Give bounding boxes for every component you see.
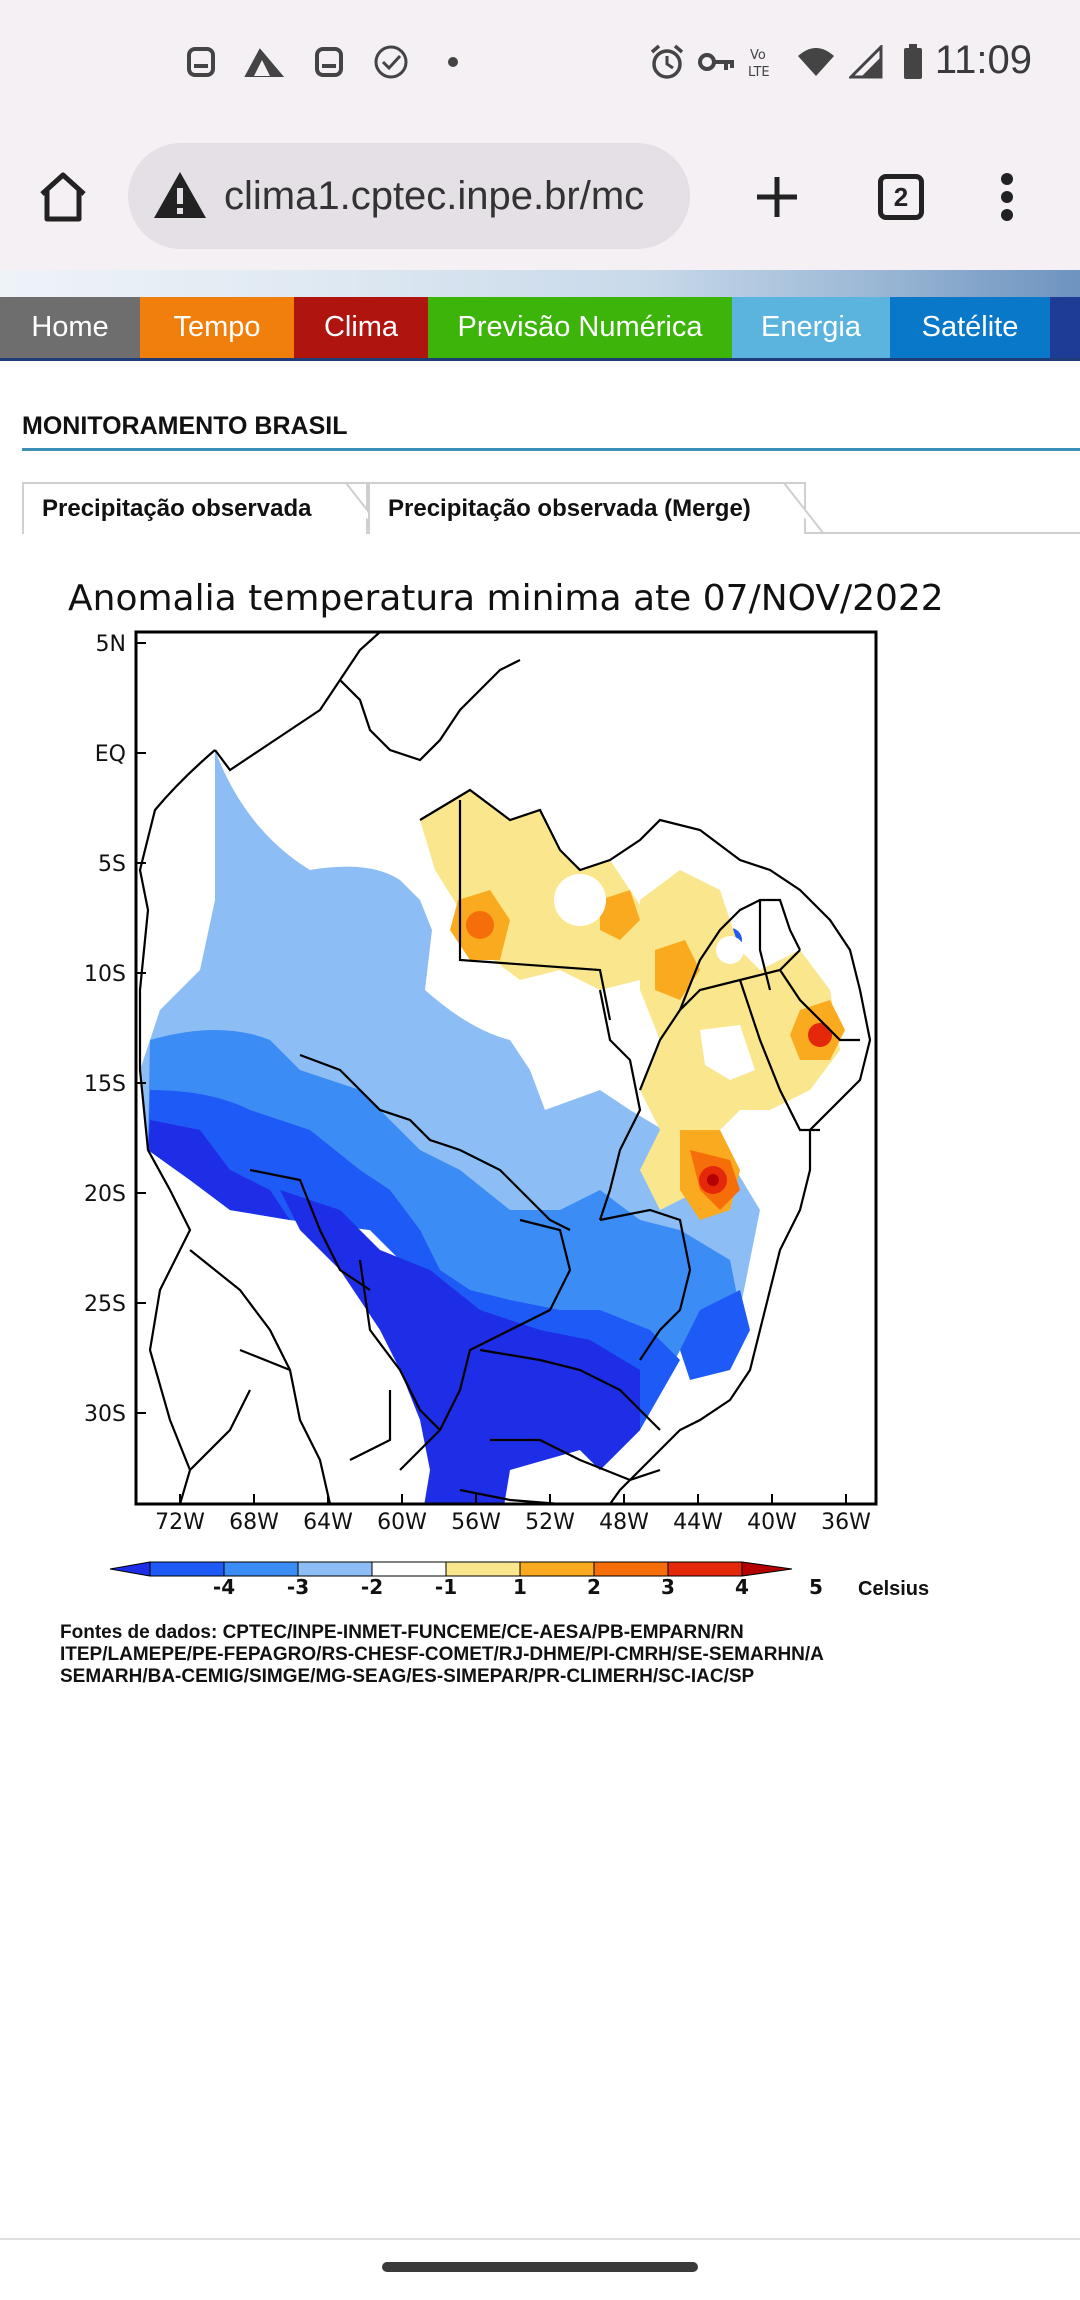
notification-icon — [314, 44, 344, 80]
colorbar-arrow-high — [741, 1561, 793, 1577]
content-tabs: Precipitação observada Precipitação obse… — [22, 482, 1080, 534]
colorbar-label: -4 — [212, 1575, 236, 1599]
status-time: 11:09 — [934, 38, 1032, 82]
colorbar-label: -1 — [434, 1575, 458, 1599]
x-tick-label: 52W — [525, 1510, 575, 1535]
url-text: clima1.cptec.inpe.br/mc — [224, 173, 645, 218]
home-icon — [40, 172, 86, 222]
plus-icon — [757, 177, 797, 217]
y-tick-label: 25S — [84, 1292, 126, 1317]
colorbar-segment — [371, 1561, 447, 1577]
x-tick-label: 36W — [821, 1510, 871, 1535]
x-tick-label: 44W — [673, 1510, 723, 1535]
section-divider — [22, 448, 1080, 451]
colorbar-label: 1 — [513, 1575, 527, 1599]
y-tick-label: 5S — [98, 852, 126, 877]
x-tick-label: 68W — [229, 1510, 279, 1535]
y-tick-label: 15S — [84, 1072, 126, 1097]
alarm-icon — [648, 44, 686, 80]
colorbar-segment — [519, 1561, 595, 1577]
nav-item-energia[interactable]: Energia — [732, 297, 890, 358]
key-icon — [698, 44, 736, 80]
svg-text:Vo: Vo — [750, 48, 766, 63]
tab-label: Precipitação observada — [42, 495, 312, 522]
home-button[interactable] — [30, 164, 96, 230]
colorbar-label: 5 — [809, 1575, 823, 1599]
dot-icon — [446, 44, 460, 80]
colorbar-label: 3 — [661, 1575, 675, 1599]
colorbar-segment — [445, 1561, 521, 1577]
y-tick-label: 30S — [84, 1402, 126, 1427]
y-tick-label: 20S — [84, 1182, 126, 1207]
menu-button[interactable] — [974, 164, 1040, 230]
figure-title: Anomalia temperatura minima ate 07/NOV/2… — [68, 578, 944, 619]
volte-icon: Vo LTE — [746, 44, 782, 80]
signal-icon — [848, 44, 884, 80]
source-line: SEMARH/BA-CEMIG/SIMGE/MG-SEAG/ES-SIMEPAR… — [60, 1666, 755, 1687]
colorbar-label: 4 — [735, 1575, 749, 1599]
colorbar-segment — [593, 1561, 669, 1577]
nav-item-sat-lite[interactable]: Satélite — [890, 297, 1050, 358]
colorbar — [109, 1561, 793, 1577]
y-tick-label: 5N — [95, 632, 126, 657]
tab-count: 2 — [878, 174, 924, 220]
nav-item-tempo[interactable]: Tempo — [140, 297, 294, 358]
y-tick-label: 10S — [84, 962, 126, 987]
y-tick-label: EQ — [94, 742, 126, 767]
tab-label: Precipitação observada (Merge) — [388, 495, 751, 522]
new-tab-button[interactable] — [744, 164, 810, 230]
anomaly-map — [109, 630, 878, 1577]
tab-corner — [762, 482, 825, 534]
section-title: MONITORAMENTO BRASIL — [22, 412, 348, 440]
x-tick-label: 72W — [155, 1510, 205, 1535]
x-tick-label: 48W — [599, 1510, 649, 1535]
app-icon — [244, 44, 284, 80]
source-line: Fontes de dados: CPTEC/INPE-INMET-FUNCEM… — [60, 1622, 744, 1643]
notification-icon — [186, 44, 216, 80]
colorbar-label: -2 — [360, 1575, 384, 1599]
source-line: ITEP/LAMEPE/PE-FEPAGRO/RS-CHESF-COMET/RJ… — [60, 1644, 824, 1665]
tab-precipitacao-merge[interactable]: Precipitação observada (Merge) — [368, 482, 806, 534]
anomaly-map-figure: Anomalia temperatura minima ate 07/NOV/2… — [40, 570, 980, 1700]
colorbar-segment — [223, 1561, 299, 1577]
site-banner — [0, 270, 1080, 297]
x-tick-label: 56W — [451, 1510, 501, 1535]
x-tick-label: 40W — [747, 1510, 797, 1535]
wifi-icon — [796, 44, 836, 80]
nav-item-home[interactable]: Home — [0, 297, 140, 358]
tab-precipitacao-observada[interactable]: Precipitação observada — [22, 482, 368, 534]
battery-icon — [902, 44, 924, 80]
colorbar-label: 2 — [587, 1575, 601, 1599]
colorbar-label: -3 — [286, 1575, 310, 1599]
svg-text:LTE: LTE — [748, 65, 770, 80]
status-bar: Vo LTE 11:09 — [0, 0, 1080, 124]
colorbar-segment — [149, 1561, 225, 1577]
site-nav: Home Tempo Clima Previsão Numérica Energia Sa… — [0, 297, 1080, 361]
browser-toolbar: clima1.cptec.inpe.br/mc 2 — [0, 124, 1080, 270]
url-bar[interactable]: clima1.cptec.inpe.br/mc — [128, 143, 690, 249]
bottom-divider — [0, 2238, 1080, 2240]
x-tick-label: 64W — [303, 1510, 353, 1535]
data-sources: Fontes de dados: CPTEC/INPE-INMET-FUNCEM… — [60, 1622, 990, 1688]
colorbar-arrow-low — [109, 1561, 151, 1577]
colorbar-segment — [297, 1561, 373, 1577]
nav-overflow — [1050, 297, 1080, 358]
nav-item-previs-o-num-rica[interactable]: Previsão Numérica — [428, 297, 732, 358]
colorbar-unit: Celsius — [858, 1578, 930, 1600]
more-vert-icon — [1001, 173, 1013, 221]
nav-item-clima[interactable]: Clima — [294, 297, 428, 358]
tab-switcher-button[interactable]: 2 — [868, 164, 934, 230]
x-tick-label: 60W — [377, 1510, 427, 1535]
gesture-handle[interactable] — [382, 2262, 698, 2272]
check-circle-icon — [372, 44, 410, 80]
warning-icon — [154, 172, 206, 218]
colorbar-segment — [667, 1561, 743, 1577]
